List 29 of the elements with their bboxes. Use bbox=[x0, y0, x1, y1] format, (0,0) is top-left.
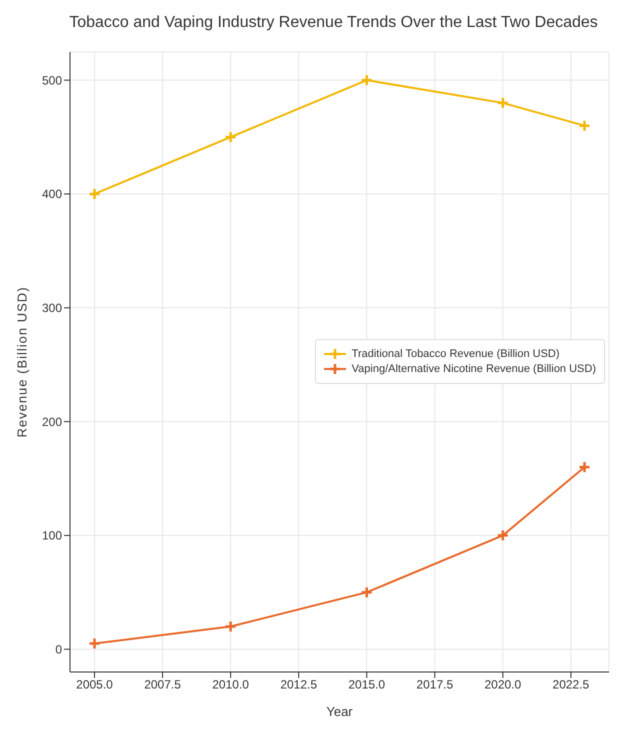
y-tick-label: 300 bbox=[42, 301, 62, 316]
point bbox=[88, 188, 101, 200]
x-tick-label: 2020.0 bbox=[484, 678, 522, 692]
chart-title: Tobacco and Vaping Industry Revenue Trends Over the Last Two Decades bbox=[68, 13, 599, 33]
point bbox=[578, 119, 591, 132]
y-tick-label: 0 bbox=[55, 642, 62, 656]
x-tick-label: 2022.5 bbox=[552, 678, 590, 692]
y-axis-title: Revenue (Billion USD) bbox=[14, 286, 30, 438]
y-tick-label: 400 bbox=[42, 187, 62, 202]
point bbox=[360, 586, 373, 599]
point bbox=[496, 96, 510, 110]
x-axis-title: Year bbox=[326, 704, 354, 719]
point bbox=[496, 529, 510, 542]
y-tick-label: 100 bbox=[42, 528, 62, 543]
x-tick-label: 2012.5 bbox=[280, 678, 318, 692]
point bbox=[578, 460, 591, 474]
point bbox=[224, 620, 237, 633]
x-tick-label: 2010.0 bbox=[212, 678, 250, 692]
legend-label: Traditional Tobacco Revenue (Billion USD) bbox=[352, 348, 560, 360]
point bbox=[88, 637, 101, 650]
point bbox=[224, 130, 237, 144]
x-tick-label: 2015.0 bbox=[348, 678, 386, 692]
x-tick-label: 2005.0 bbox=[76, 678, 114, 692]
y-tick-label: 500 bbox=[42, 73, 62, 88]
y-tick-label: 200 bbox=[42, 414, 62, 429]
x-tick-label: 2007.5 bbox=[144, 678, 182, 692]
legend-label: Vaping/Alternative Nicotine Revenue (Billion USD) bbox=[352, 363, 596, 376]
x-tick-label: 2017.5 bbox=[416, 678, 454, 692]
point bbox=[360, 74, 373, 86]
